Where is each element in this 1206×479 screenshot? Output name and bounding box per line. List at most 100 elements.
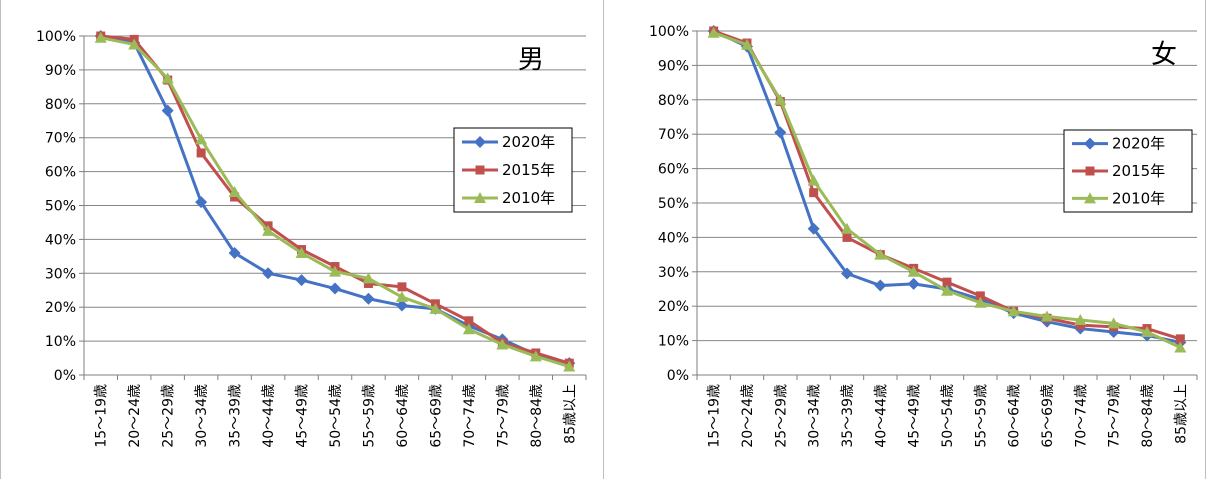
- data-point: [128, 38, 141, 50]
- series-3: [707, 26, 1187, 353]
- legend-label: 2015年: [502, 161, 555, 179]
- data-point: [329, 282, 341, 295]
- y-tick-label: 10%: [658, 334, 689, 350]
- x-tick-label: 55～59歳: [361, 384, 377, 448]
- data-point: [362, 272, 375, 284]
- data-point: [942, 277, 952, 287]
- data-point: [774, 126, 787, 139]
- data-point: [563, 360, 576, 372]
- data-point: [1141, 326, 1153, 337]
- data-point: [397, 282, 407, 292]
- legend-marker: [474, 136, 486, 148]
- y-tick-label: 70%: [45, 131, 76, 147]
- chart-title: 男: [518, 45, 544, 75]
- legend-label: 2020年: [1112, 135, 1165, 153]
- data-point: [1007, 305, 1020, 317]
- y-tick-label: 100%: [649, 24, 689, 40]
- x-axis: 15～19歳 20～24歳 25～29歳 30～34歳 35～39歳 40～44歳 45～4…: [696, 375, 1198, 448]
- y-tick-label: 0%: [54, 368, 76, 384]
- y-tick-label: 50%: [658, 196, 689, 212]
- data-point: [395, 291, 408, 303]
- data-point: [230, 192, 240, 202]
- data-point: [874, 279, 887, 292]
- x-tick-label: 50～54歳: [940, 384, 956, 448]
- y-tick-label: 0%: [667, 368, 689, 384]
- data-point: [809, 188, 819, 198]
- legend-label: 2015年: [1112, 162, 1165, 180]
- chart-title: 女: [1151, 40, 1177, 70]
- x-axis: 15～19歳 20～24歳 25～29歳 30～34歳 35～39歳 40～44歳 45～4…: [83, 375, 587, 448]
- data-point: [362, 292, 375, 305]
- data-point: [707, 26, 720, 38]
- data-point: [161, 104, 174, 117]
- data-point: [975, 291, 985, 301]
- line-chart-male: 0% 10% 20% 30% 40% 50% 60% 70% 80% 90% 100% 15～19歳 2…: [36, 29, 587, 448]
- y-tick-label: 30%: [45, 266, 76, 282]
- legend-marker: [474, 192, 486, 203]
- data-point: [1074, 313, 1087, 325]
- x-tick-label: 35～39歳: [840, 384, 856, 448]
- data-point: [295, 246, 308, 258]
- y-tick-label: 20%: [45, 300, 76, 316]
- x-tick-label: 35～39歳: [228, 384, 244, 448]
- x-tick-label: 80～84歳: [529, 384, 545, 448]
- data-point: [195, 133, 208, 145]
- x-tick-label: 80～84歳: [1140, 384, 1156, 448]
- y-tick-label: 80%: [45, 97, 76, 113]
- data-point: [195, 196, 208, 209]
- data-point: [807, 174, 820, 186]
- x-tick-label: 75～79歳: [1107, 384, 1123, 448]
- x-tick-label: 25～29歳: [773, 384, 789, 448]
- data-point: [774, 93, 787, 105]
- y-tick-label: 40%: [658, 230, 689, 246]
- y-tick-label: 10%: [45, 334, 76, 350]
- x-tick-label: 45～49歳: [295, 384, 311, 448]
- data-point: [196, 148, 206, 158]
- legend: 2020年 2015年 2010年: [453, 127, 573, 213]
- data-point: [262, 267, 275, 280]
- data-point: [1041, 310, 1053, 322]
- y-tick-label: 50%: [45, 199, 76, 215]
- y-tick-label: 90%: [45, 63, 76, 79]
- legend: 2020年 2015年 2010年: [1063, 129, 1193, 213]
- data-point: [1075, 320, 1085, 330]
- x-tick-label: 20～24歳: [740, 384, 756, 448]
- gridlines: 0% 10% 20% 30% 40% 50% 60% 70% 80% 90% 100%: [649, 24, 1197, 384]
- legend-marker: [1084, 192, 1096, 204]
- x-tick-label: 30～34歳: [807, 384, 823, 448]
- x-tick-label: 30～34歳: [194, 384, 210, 448]
- series-3: [94, 31, 576, 372]
- x-tick-label: 40～44歳: [873, 384, 889, 448]
- data-point: [496, 338, 509, 350]
- data-point: [295, 274, 308, 287]
- data-point: [94, 31, 107, 43]
- x-tick-label: 65～69歳: [1040, 384, 1056, 448]
- data-point: [874, 248, 887, 260]
- data-point: [807, 222, 820, 235]
- x-tick-label: 85歳以上: [562, 384, 578, 444]
- line-chart-female: 0% 10% 20% 30% 40% 50% 60% 70% 80% 90% 100% 15～19歳 2…: [649, 24, 1198, 448]
- y-tick-label: 80%: [658, 93, 689, 109]
- y-tick-label: 20%: [658, 299, 689, 315]
- y-tick-label: 100%: [36, 29, 76, 45]
- data-point: [228, 246, 241, 259]
- data-point: [741, 38, 753, 50]
- x-tick-label: 85歳以上: [1173, 384, 1189, 444]
- legend-label: 2020年: [502, 133, 555, 151]
- x-tick-label: 65～69歳: [428, 384, 444, 448]
- chart-panel-female: 0% 10% 20% 30% 40% 50% 60% 70% 80% 90% 100% 15～19歳 2…: [604, 0, 1206, 479]
- y-tick-label: 40%: [45, 232, 76, 248]
- x-tick-label: 50～54歳: [328, 384, 344, 448]
- data-point: [262, 224, 275, 236]
- x-tick-label: 40～44歳: [261, 384, 277, 448]
- chart-panel-male: 0% 10% 20% 30% 40% 50% 60% 70% 80% 90% 100% 15～19歳 2…: [0, 0, 604, 479]
- y-tick-label: 30%: [658, 265, 689, 281]
- data-point: [841, 222, 853, 234]
- data-point: [907, 277, 920, 290]
- legend-marker: [1085, 166, 1095, 176]
- data-point: [1107, 317, 1120, 329]
- data-point: [228, 185, 241, 197]
- data-point: [1175, 334, 1185, 344]
- data-point: [363, 278, 373, 288]
- data-point: [395, 299, 408, 312]
